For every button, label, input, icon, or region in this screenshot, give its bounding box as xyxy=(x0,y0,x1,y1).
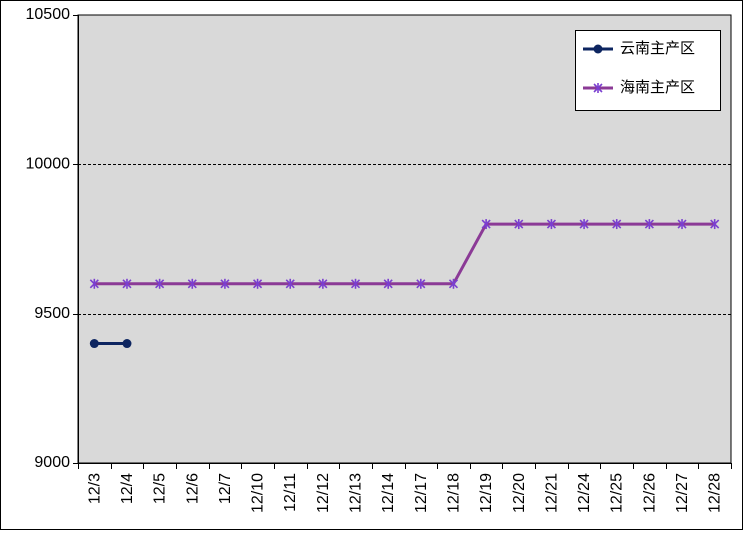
x-tick-label: 12/4 xyxy=(119,473,136,504)
legend-box xyxy=(575,30,721,111)
y-tick-label: 10500 xyxy=(26,6,71,23)
x-tick-label: 12/28 xyxy=(707,473,724,513)
data-point xyxy=(644,219,654,230)
y-axis-ticks: 9000 9500 10000 10500 xyxy=(26,6,71,471)
data-point xyxy=(122,278,132,289)
x-tick-label: 12/26 xyxy=(641,473,658,513)
legend-star-glyph xyxy=(593,83,603,93)
x-tick-label: 12/11 xyxy=(282,473,299,512)
x-tick-label: 12/6 xyxy=(184,473,201,504)
y-tick-label: 9500 xyxy=(34,305,70,322)
data-point xyxy=(710,219,720,230)
data-point xyxy=(253,278,263,289)
x-tick-label: 12/13 xyxy=(348,473,365,513)
x-tick-label: 12/3 xyxy=(86,473,103,504)
series-0 xyxy=(89,339,132,349)
x-tick-label: 12/25 xyxy=(609,473,626,513)
grid-lines xyxy=(78,164,731,315)
x-tick-label: 12/10 xyxy=(250,473,267,513)
x-tick-label: 12/17 xyxy=(413,473,430,513)
series-layer xyxy=(89,219,720,349)
series-line xyxy=(94,222,715,286)
legend-label-yunnan: 云南主产区 xyxy=(620,40,695,57)
data-point xyxy=(285,278,295,289)
data-point xyxy=(187,278,197,289)
x-tick-label: 12/20 xyxy=(511,473,528,513)
data-point xyxy=(89,278,99,289)
series-1 xyxy=(89,219,720,289)
x-tick-label: 12/12 xyxy=(315,473,332,513)
legend-marker-hainan xyxy=(593,83,603,93)
data-point xyxy=(350,278,361,289)
x-tick-label: 12/7 xyxy=(217,473,234,504)
data-point xyxy=(89,339,99,349)
x-tick-label: 12/24 xyxy=(576,473,593,513)
x-tick-label: 12/14 xyxy=(380,473,397,513)
y-tick-label: 10000 xyxy=(26,156,71,173)
data-point xyxy=(383,278,393,289)
legend-label-hainan: 海南主产区 xyxy=(620,79,695,96)
axes xyxy=(73,15,732,469)
data-point xyxy=(514,219,524,230)
legend-marker-yunnan xyxy=(593,44,603,54)
data-point xyxy=(318,278,328,289)
data-point xyxy=(448,278,459,289)
x-axis-ticks: 12/3 12/4 12/5 12/6 12/7 12/10 12/11 12/12 12/13… xyxy=(86,473,723,513)
x-tick-label: 12/19 xyxy=(478,473,495,513)
data-point xyxy=(220,278,230,289)
data-point xyxy=(416,278,426,289)
x-tick-label: 12/18 xyxy=(445,473,462,513)
x-tick-label: 12/27 xyxy=(674,473,691,513)
x-tick-label: 12/21 xyxy=(543,473,560,513)
data-point xyxy=(155,278,165,289)
data-point xyxy=(481,219,491,230)
legend: 云南主产区 海南主产区 xyxy=(575,30,721,111)
data-point xyxy=(546,219,556,230)
data-point xyxy=(579,219,589,230)
x-tick-label: 12/5 xyxy=(152,473,169,504)
data-point xyxy=(677,219,687,230)
data-point xyxy=(612,219,622,230)
data-point xyxy=(122,339,132,349)
y-tick-label: 9000 xyxy=(34,454,70,471)
